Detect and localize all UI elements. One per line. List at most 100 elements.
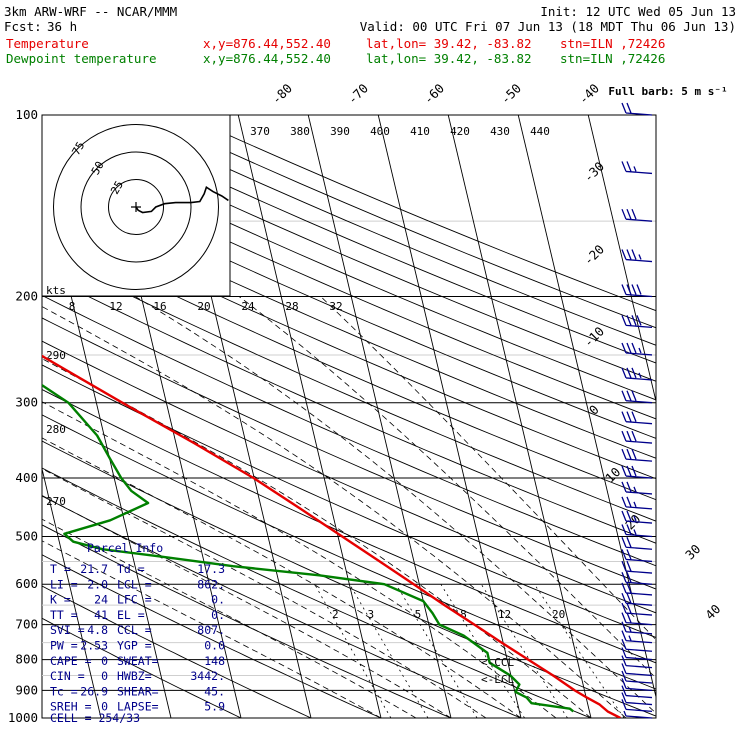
parcel-param-value: 4.8 <box>87 623 108 637</box>
hodograph-ring <box>80 151 192 263</box>
moist-adiabat-line <box>42 494 452 718</box>
dry-adiabat-line <box>184 115 656 312</box>
temperature-latlon: lat,lon= 39.42, -83.82 <box>366 36 532 51</box>
theta-e-tick-label: 280 <box>46 423 66 436</box>
isotherm-tick-label: -60 <box>421 81 448 108</box>
wind-barb <box>621 592 653 606</box>
parcel-param-value: 3442. <box>190 669 225 683</box>
dry-adiabat-line <box>42 414 656 690</box>
temperature-scale-label: 24 <box>241 300 255 313</box>
temperature-scale-label: 12 <box>109 300 122 313</box>
parcel-param-value: 26.9 <box>80 684 108 698</box>
parcel-param-value: 0.0 <box>204 639 225 653</box>
parcel-param-value: 0 <box>101 654 108 668</box>
wind-barb <box>621 537 653 550</box>
dry-adiabat-line <box>42 524 452 718</box>
pressure-tick-label: 300 <box>15 395 38 410</box>
dry-adiabat-line <box>42 171 656 439</box>
wind-barb <box>621 390 653 404</box>
mixing-ratio-line <box>440 583 525 718</box>
parcel-param-value: 0 <box>101 669 108 683</box>
parcel-param-name: LCL = <box>117 577 152 591</box>
hodograph-ring-label: 25 <box>108 179 126 197</box>
parcel-param-value: 807. <box>197 623 225 637</box>
dry-adiabat-line <box>42 340 656 614</box>
mixing-ratio-label: 12 <box>498 608 511 621</box>
parcel-param-value: 5.9 <box>204 700 225 714</box>
wind-barb <box>621 315 653 329</box>
wind-barb <box>621 560 653 574</box>
parcel-param-name: HWBZ= <box>117 669 152 683</box>
dry-adiabat-line <box>42 152 656 420</box>
wind-barb <box>621 621 653 635</box>
temperature-legend: Temperature <box>6 36 89 51</box>
isotherm-tick-label: -20 <box>581 242 608 269</box>
wind-barb <box>621 208 653 222</box>
dewpoint-trace <box>42 383 575 713</box>
mixing-ratio-line <box>395 583 478 718</box>
wind-barb <box>621 430 653 444</box>
parcel-param-value: 2.0 <box>87 577 108 591</box>
mixing-ratio-lines <box>314 583 625 718</box>
theta-tick-label: 430 <box>490 125 510 138</box>
hodograph-units-label: kts <box>46 284 66 297</box>
mixing-ratio-line <box>534 583 625 718</box>
parcel-info-title: Parcel Info <box>87 541 163 555</box>
temperature-trace <box>42 354 621 718</box>
pressure-tick-label: 200 <box>15 289 38 304</box>
parcel-param-name: SREH = <box>50 700 92 714</box>
pressure-tick-label: 400 <box>15 470 38 485</box>
hodograph-trace <box>135 185 229 214</box>
isotherm-line <box>42 466 102 718</box>
wind-barb <box>621 582 653 596</box>
wind-barb <box>621 342 653 356</box>
wind-barb <box>621 481 653 495</box>
moist-adiabats <box>42 296 656 718</box>
theta-e-tick-label: 270 <box>46 495 66 508</box>
wind-barb <box>621 367 653 381</box>
pressure-tick-label: 800 <box>15 652 38 667</box>
init-time: Init: 12 UTC Wed 05 Jun 13 <box>540 4 736 19</box>
dewpoint-latlon: lat,lon= 39.42, -83.82 <box>366 51 532 66</box>
dry-adiabat-line <box>42 133 656 401</box>
moist-adiabat-line <box>320 296 656 641</box>
wind-barb <box>621 655 653 669</box>
mixing-ratio-label: 5 <box>415 608 422 621</box>
parcel-param-name: TT = <box>50 608 78 622</box>
isotherm-tick-label: -40 <box>576 81 603 108</box>
isobars <box>42 114 656 719</box>
parcel-param-value: 0 <box>101 700 108 714</box>
isotherm-line <box>377 115 522 718</box>
isotherm-line <box>447 115 592 718</box>
dry-adiabat-line <box>42 495 522 718</box>
theta-tick-label: 410 <box>410 125 430 138</box>
isotherm-line <box>658 115 740 718</box>
wind-barb <box>621 496 653 510</box>
dry-adiabat-line <box>42 389 656 664</box>
wind-barb <box>621 612 653 626</box>
parcel-param-name: T = <box>50 562 71 576</box>
wind-barb <box>621 699 653 713</box>
isotherm-tick-label: -70 <box>345 81 372 108</box>
wind-barb <box>621 602 653 616</box>
parcel-param-value: 45. <box>204 684 225 698</box>
moist-adiabat-line <box>42 518 417 718</box>
hodograph-ring <box>108 179 164 235</box>
parcel-param-name: SHEAR= <box>117 684 159 698</box>
moist-adiabat-line <box>42 437 522 718</box>
isotherm-tick-label: 0 <box>586 402 602 418</box>
theta-tick-label: 370 <box>250 125 270 138</box>
chart-header: 3km ARW-WRF -- NCAR/MMM Init: 12 UTC Wed… <box>4 4 736 66</box>
pressure-tick-label: 500 <box>15 528 38 543</box>
wind-barb <box>621 630 653 644</box>
dry-adiabat-line <box>42 617 242 718</box>
dry-adiabat-line <box>42 230 656 501</box>
temperature-scale-label: 28 <box>285 300 298 313</box>
dry-adiabat-line <box>42 251 656 522</box>
wind-barb <box>621 670 653 684</box>
parcel-param-name: CIN = <box>50 669 85 683</box>
pressure-tick-label: 100 <box>15 107 38 122</box>
isotherm-tick-label: 30 <box>682 541 703 562</box>
